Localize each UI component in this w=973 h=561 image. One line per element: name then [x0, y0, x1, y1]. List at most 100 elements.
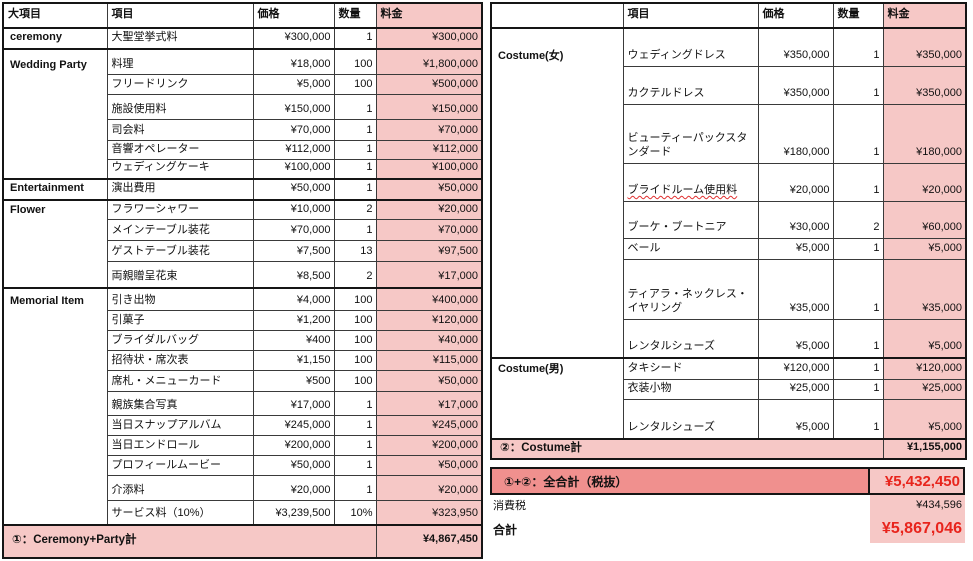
qty-cell: 1	[832, 398, 884, 440]
table-row: ティアラ・ネックレス・イヤリング ¥35,000 1 ¥35,000	[491, 258, 967, 320]
qty-cell: 1	[832, 103, 884, 164]
table-row: ビューティーパックスタンダード ¥180,000 1 ¥180,000	[491, 103, 967, 164]
qty-cell: 100	[333, 370, 377, 393]
tax-value: ¥434,596	[870, 495, 965, 515]
fee-cell: ¥323,950	[375, 500, 483, 526]
qty-cell: 1	[832, 237, 884, 260]
fee-cell: ¥5,000	[882, 398, 967, 440]
price-cell: ¥35,000	[757, 258, 834, 320]
item-cell: 当日スナップアルバム	[106, 415, 254, 437]
item-cell: 大聖堂挙式料	[106, 27, 254, 50]
fee-cell: ¥17,000	[375, 391, 483, 417]
fee-cell: ¥20,000	[375, 475, 483, 502]
price-cell: ¥5,000	[757, 318, 834, 359]
item-cell: 席札・メニューカード	[106, 370, 254, 393]
fee-cell: ¥100,000	[375, 159, 483, 180]
price-cell: ¥400	[252, 330, 335, 352]
item-cell: レンタルシューズ	[622, 318, 759, 359]
header-category	[490, 2, 624, 29]
fee-cell: ¥20,000	[375, 198, 483, 221]
costume-total-value: ¥1,155,000	[882, 437, 967, 460]
fee-cell: ¥70,000	[375, 219, 483, 242]
table-row: Costume(女) ウェディングドレス ¥350,000 1 ¥350,000	[490, 27, 967, 359]
item-cell: レンタルシューズ	[622, 398, 759, 440]
table-row: 衣装小物 ¥25,000 1 ¥25,000	[491, 378, 967, 400]
header-item: 項目	[622, 2, 759, 29]
item-cell: フリードリンク	[106, 74, 254, 96]
right-table-header: 項目 価格 数量 料金	[490, 2, 967, 29]
price-cell: ¥350,000	[757, 65, 834, 105]
header-item: 項目	[106, 2, 254, 29]
item-cell: 衣装小物	[622, 378, 759, 400]
item-cell: カクテルドレス	[622, 65, 759, 105]
fee-cell: ¥50,000	[375, 178, 483, 201]
qty-cell: 1	[333, 140, 377, 161]
fee-cell: ¥115,000	[375, 350, 483, 372]
qty-cell: 100	[333, 286, 377, 312]
item-cell: ベール	[622, 237, 759, 260]
fee-cell: ¥70,000	[375, 119, 483, 142]
price-cell: ¥180,000	[757, 103, 834, 164]
item-cell: ブライドルーム使用料	[622, 162, 759, 202]
price-cell: ¥120,000	[757, 357, 834, 380]
group-label-cell: Costume(男)	[490, 357, 624, 440]
header-price: 価格	[757, 2, 834, 29]
fee-cell: ¥20,000	[882, 162, 967, 202]
table-row: レンタルシューズ ¥5,000 1 ¥5,000	[491, 398, 967, 440]
group-label-cell: Flower	[2, 198, 108, 289]
qty-cell: 100	[333, 350, 377, 372]
qty-cell: 100	[333, 330, 377, 352]
price-cell: ¥8,500	[252, 261, 335, 289]
qty-cell: 1	[333, 159, 377, 180]
price-cell: ¥112,000	[252, 140, 335, 161]
qty-cell: 100	[333, 310, 377, 332]
qty-cell: 1	[333, 178, 377, 201]
item-cell: 親族集合写真	[106, 391, 254, 417]
item-cell: ブーケ・ブートニア	[622, 200, 759, 239]
fee-cell: ¥97,500	[375, 240, 483, 263]
total-row: ②：Costume計 ¥1,155,000	[490, 437, 967, 460]
price-cell: ¥30,000	[757, 200, 834, 239]
price-cell: ¥70,000	[252, 119, 335, 142]
price-cell: ¥18,000	[252, 47, 335, 76]
table-row: ウェディングケーキ ¥100,000 1 ¥100,000	[3, 159, 483, 180]
qty-cell: 1	[333, 475, 377, 502]
price-cell: ¥1,150	[252, 350, 335, 372]
table-row: カクテルドレス ¥350,000 1 ¥350,000	[491, 65, 967, 105]
fee-cell: ¥17,000	[375, 261, 483, 289]
item-cell: ティアラ・ネックレス・イヤリング	[622, 258, 759, 320]
qty-cell: 1	[832, 318, 884, 359]
table-row: プロフィールムービー ¥50,000 1 ¥50,000	[3, 455, 483, 477]
item-cell: 施設使用料	[106, 94, 254, 121]
price-cell: ¥200,000	[252, 435, 335, 457]
price-cell: ¥500	[252, 370, 335, 393]
qty-cell: 13	[333, 240, 377, 263]
fee-cell: ¥350,000	[882, 65, 967, 105]
qty-cell: 1	[333, 435, 377, 457]
fee-cell: ¥350,000	[882, 27, 967, 67]
left-table-total: ①：Ceremony+Party計 ¥4,867,450	[2, 523, 483, 559]
price-cell: ¥50,000	[252, 178, 335, 201]
price-cell: ¥5,000	[757, 398, 834, 440]
table-row: 当日エンドロール ¥200,000 1 ¥200,000	[3, 435, 483, 457]
item-cell: サービス料（10%）	[106, 500, 254, 526]
group-label-cell: Wedding Party	[2, 47, 108, 180]
price-cell: ¥3,239,500	[252, 500, 335, 526]
qty-cell: 1	[333, 415, 377, 437]
table-row: 施設使用料 ¥150,000 1 ¥150,000	[3, 94, 483, 121]
fee-cell: ¥245,000	[375, 415, 483, 437]
qty-cell: 1	[832, 258, 884, 320]
header-fee: 料金	[375, 2, 483, 29]
qty-cell: 10%	[333, 500, 377, 526]
fee-cell: ¥120,000	[882, 357, 967, 380]
item-cell: ゲストテーブル装花	[106, 240, 254, 263]
fee-cell: ¥500,000	[375, 74, 483, 96]
price-cell: ¥5,000	[757, 237, 834, 260]
item-cell: 招待状・席次表	[106, 350, 254, 372]
qty-cell: 1	[333, 455, 377, 477]
group-label-cell: ceremony	[2, 27, 108, 50]
ceremony-party-table: 大項目 項目 価格 数量 料金 ceremony 大聖堂挙式料 ¥300,000 1 ¥…	[2, 2, 483, 559]
item-cell: フラワーシャワー	[106, 198, 254, 221]
price-cell: ¥350,000	[757, 27, 834, 67]
fee-cell: ¥50,000	[375, 370, 483, 393]
